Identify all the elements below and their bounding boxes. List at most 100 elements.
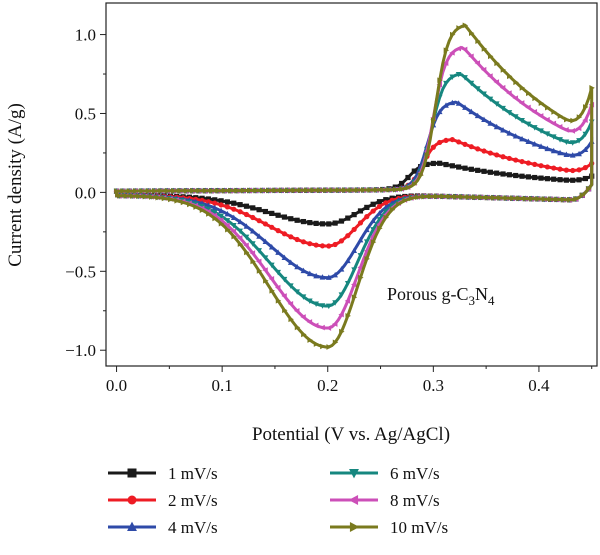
series-point — [256, 248, 262, 254]
series-point — [269, 224, 275, 230]
series-point — [211, 212, 218, 219]
series-point — [569, 128, 576, 134]
legend-item: 6 mV/s — [330, 464, 440, 483]
series-point — [582, 146, 589, 153]
series-point — [576, 177, 582, 183]
series-point — [500, 127, 506, 133]
series-point — [130, 193, 136, 199]
series-point — [557, 137, 563, 143]
series-point — [503, 195, 510, 201]
series-point — [545, 104, 551, 111]
series-point — [516, 195, 522, 202]
series-point — [288, 234, 294, 240]
series-point — [224, 218, 231, 224]
series-point — [487, 120, 494, 126]
series-point — [443, 47, 450, 54]
series-point — [461, 46, 468, 53]
series-point — [332, 241, 338, 248]
series-point — [255, 258, 262, 265]
series-point — [376, 217, 383, 223]
series-point — [313, 301, 319, 307]
series-point — [158, 188, 165, 194]
series-point — [230, 214, 237, 221]
series-point — [443, 80, 449, 87]
series-point — [589, 85, 595, 91]
series-point — [234, 187, 241, 194]
series-point — [313, 242, 319, 248]
series-point — [274, 284, 281, 291]
series-point — [469, 30, 475, 37]
series-point — [557, 166, 563, 172]
series-point — [325, 303, 332, 310]
series-point — [310, 187, 317, 194]
series-point — [513, 157, 519, 163]
series-point — [269, 210, 275, 217]
series-point — [557, 177, 563, 183]
series-point — [218, 207, 224, 214]
series-point — [377, 225, 383, 232]
series-point — [339, 328, 345, 335]
series-point — [494, 152, 500, 158]
series-point — [300, 218, 307, 225]
series-point — [519, 118, 525, 124]
series-point — [114, 188, 120, 194]
series-point — [230, 228, 237, 235]
series-point — [205, 206, 212, 213]
series-point — [484, 194, 491, 201]
series-point — [442, 60, 449, 67]
series-point — [249, 228, 256, 234]
series-point — [243, 242, 249, 249]
series-point — [323, 187, 329, 194]
x-tick-label: 0.2 — [317, 376, 338, 395]
series-point — [449, 136, 455, 143]
series-point — [499, 84, 506, 91]
series-point — [123, 193, 130, 199]
series-point — [563, 127, 569, 133]
series-point — [493, 79, 500, 85]
series-point — [281, 293, 287, 299]
series-point — [424, 161, 430, 167]
series-point — [437, 160, 443, 166]
series-point — [500, 171, 506, 177]
series-point — [522, 195, 529, 202]
legend-label: 10 mV/s — [390, 518, 448, 537]
series-point — [250, 258, 256, 265]
series-point — [281, 231, 288, 237]
series-point — [481, 45, 488, 52]
series-point — [357, 264, 363, 271]
series-point — [449, 31, 456, 38]
series-point — [325, 325, 332, 331]
series-point — [569, 140, 576, 146]
series-point — [531, 125, 538, 131]
series-point — [500, 105, 506, 112]
series-point — [281, 254, 288, 261]
series-point — [294, 289, 300, 295]
series-point — [583, 104, 589, 110]
series-point — [525, 174, 531, 180]
series-point — [481, 116, 487, 123]
series-point — [357, 220, 364, 226]
series-point — [411, 181, 418, 187]
series-point — [573, 196, 580, 202]
series-point — [500, 154, 506, 160]
series-point — [396, 201, 402, 208]
series-point — [351, 294, 358, 301]
series-point — [399, 186, 405, 192]
series-point — [285, 187, 291, 194]
series-point — [269, 287, 275, 294]
series-point — [212, 197, 218, 203]
legend: 1 mV/s 2 mV/s 4 mV/s 6 mV/s 8 mV/s 10 mV/s — [108, 464, 448, 537]
series-point — [287, 283, 294, 289]
series-point — [383, 200, 389, 206]
series-point — [351, 226, 357, 233]
series-point — [456, 139, 462, 145]
series-point — [525, 121, 532, 128]
series-point — [462, 75, 468, 81]
series-point — [272, 187, 279, 194]
series-point — [430, 117, 437, 124]
legend-marker — [127, 468, 137, 478]
series-point — [231, 206, 237, 212]
series-point — [440, 193, 446, 200]
series-point — [548, 196, 554, 203]
series-point — [455, 100, 462, 106]
